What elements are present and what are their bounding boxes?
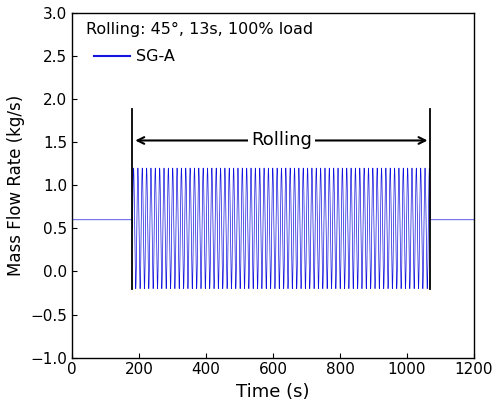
SG-A [462, 217, 468, 222]
SG-A [320, 282, 326, 287]
Line: SG-A: SG-A [72, 168, 474, 289]
SG-A [412, 280, 418, 285]
Text: Rolling: Rolling [251, 131, 312, 149]
SG-A [394, 278, 400, 283]
SG-A [132, 286, 138, 291]
SG-A [96, 217, 102, 222]
SG-A [130, 166, 136, 171]
Y-axis label: Mass Flow Rate (kg/s): Mass Flow Rate (kg/s) [7, 95, 25, 276]
Text: SG-A: SG-A [136, 49, 175, 64]
X-axis label: Time (s): Time (s) [236, 383, 310, 401]
SG-A [160, 179, 166, 184]
SG-A [69, 217, 75, 222]
Text: Rolling: 45°, 13s, 100% load: Rolling: 45°, 13s, 100% load [86, 22, 314, 37]
SG-A [471, 217, 477, 222]
